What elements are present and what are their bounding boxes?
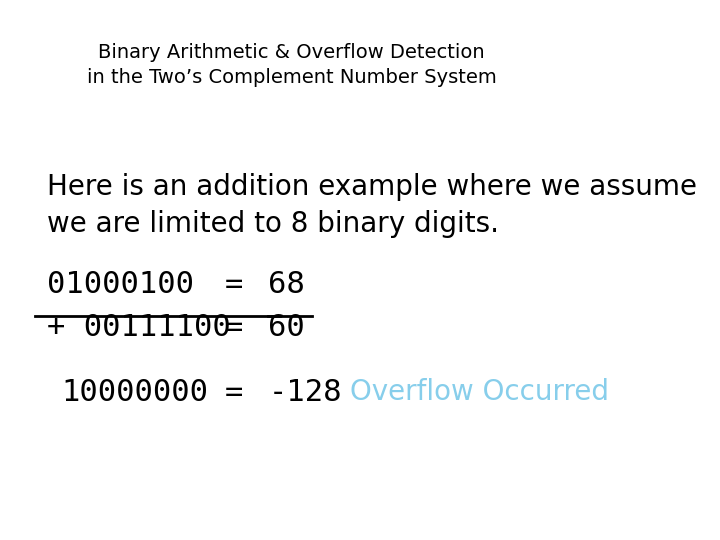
Text: Here is an addition example where we assume
we are limited to 8 binary digits.: Here is an addition example where we ass…: [47, 173, 697, 238]
Text: 10000000: 10000000: [61, 378, 208, 407]
Text: 60: 60: [269, 313, 305, 342]
Text: Overflow Occurred: Overflow Occurred: [350, 378, 609, 406]
Text: + 00111100: + 00111100: [47, 313, 230, 342]
Text: 01000100: 01000100: [47, 270, 194, 299]
Text: =: =: [225, 378, 243, 407]
Text: =: =: [225, 313, 243, 342]
Text: Binary Arithmetic & Overflow Detection
in the Two’s Complement Number System: Binary Arithmetic & Overflow Detection i…: [87, 43, 497, 87]
Text: 68: 68: [269, 270, 305, 299]
Text: =: =: [225, 270, 243, 299]
Text: -128: -128: [269, 378, 342, 407]
